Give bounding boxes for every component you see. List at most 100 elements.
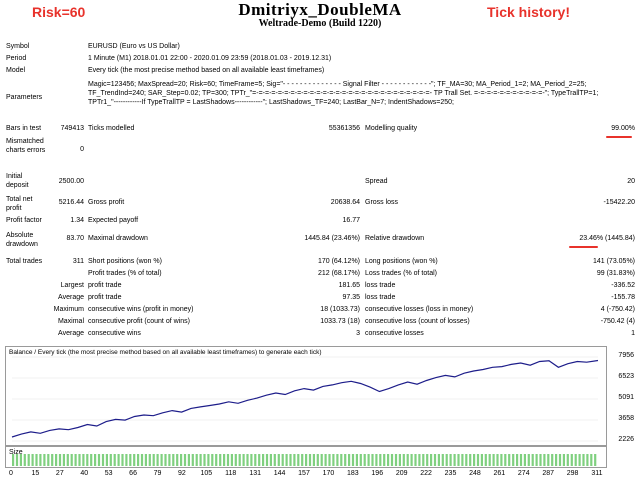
size-bar — [97, 454, 101, 466]
mismatch-value: 0 — [80, 146, 84, 153]
x-tick-label: 222 — [420, 470, 432, 477]
size-bar — [500, 454, 503, 466]
size-bar — [402, 454, 405, 466]
size-bar — [105, 454, 108, 466]
pf-label: Profit factor — [6, 217, 42, 224]
size-bar — [465, 454, 468, 466]
x-tick-label: 274 — [517, 470, 530, 477]
size-bar — [328, 454, 331, 466]
period-value: 1 Minute (M1) 2018.01.01 22:00 - 2020.01… — [88, 55, 332, 62]
gross-loss-value: -15422.20 — [603, 199, 635, 206]
size-bar — [238, 454, 241, 466]
reldd-underline — [569, 246, 598, 248]
long-value: 141 (73.05%) — [592, 258, 635, 265]
size-bar — [219, 454, 222, 466]
x-tick-label: 298 — [566, 470, 579, 477]
size-bar — [250, 454, 253, 466]
quality-label: Modelling quality — [365, 125, 418, 132]
deposit-label: Initial deposit — [6, 173, 29, 189]
largest-loss-label: loss trade — [365, 282, 396, 289]
size-bar — [410, 454, 413, 466]
size-bar — [183, 454, 187, 466]
size-bar — [355, 454, 358, 466]
symbol-value: EURUSD (Euro vs US Dollar) — [88, 43, 180, 50]
short-label: Short positions (won %) — [88, 258, 162, 265]
max-cl-value: 4 (-750.42) — [600, 306, 635, 313]
size-bar — [246, 454, 249, 466]
size-bar — [457, 454, 460, 466]
size-bar — [562, 454, 565, 466]
payoff-label: Expected payoff — [88, 217, 139, 224]
size-bar — [172, 454, 175, 466]
size-bar — [51, 454, 54, 466]
y-tick-label: 6523 — [618, 373, 634, 380]
size-bar — [516, 454, 519, 466]
risk-note: Risk=60 — [32, 4, 86, 20]
long-label: Long positions (won %) — [365, 258, 438, 265]
maxdd-value: 1445.84 (23.46%) — [304, 235, 360, 242]
size-bar — [86, 454, 89, 466]
size-bar — [578, 454, 581, 466]
size-bar — [523, 454, 526, 466]
gross-profit-value: 20638.64 — [330, 199, 360, 206]
max-cw-label: consecutive wins (profit in money) — [88, 306, 194, 313]
size-bar — [445, 454, 448, 466]
report-title: Dmitriyx_DoubleMA — [238, 0, 402, 19]
size-bar — [527, 454, 530, 466]
model-label: Model — [6, 67, 26, 74]
size-bar — [449, 454, 452, 466]
max-cw-value: 18 (1033.73) — [320, 306, 360, 313]
avg-cl-label: consecutive losses — [365, 330, 424, 337]
size-bar — [82, 454, 85, 466]
maxl-cl-label: consecutive loss (count of losses) — [365, 318, 470, 325]
size-bar — [109, 454, 112, 466]
size-bar — [281, 454, 284, 466]
size-bar — [344, 454, 347, 466]
size-bar — [15, 454, 19, 466]
absdd-value: 83.70 — [66, 235, 84, 242]
size-bar — [426, 454, 429, 466]
size-bar — [129, 454, 132, 466]
size-bar — [453, 454, 456, 466]
size-label: Size — [9, 449, 23, 456]
size-bar — [226, 454, 230, 466]
maxdd-label: Maximal drawdown — [88, 235, 148, 242]
size-bar — [223, 454, 226, 466]
size-bar — [308, 454, 312, 466]
size-bar — [152, 454, 155, 466]
size-bar — [312, 454, 315, 466]
balance-chart-panel: Balance / Every tick (the most precise m… — [5, 346, 607, 446]
size-bar — [551, 454, 554, 466]
pf-value: 1.34 — [70, 217, 84, 224]
maxl-cp-value: 1033.73 (18) — [320, 318, 360, 325]
size-bar — [547, 454, 550, 466]
size-bar — [94, 454, 97, 466]
size-bar — [137, 454, 140, 466]
x-tick-label: 311 — [591, 470, 603, 477]
size-bar — [305, 454, 308, 466]
size-bar — [594, 454, 597, 466]
size-bar — [371, 454, 374, 466]
size-bar — [359, 454, 362, 466]
size-bar — [582, 454, 585, 466]
parameters-value: Magic=123456; MaxSpread=20; Risk=60; Tim… — [88, 81, 599, 106]
y-tick-label: 5091 — [618, 394, 634, 401]
trades-value: 311 — [72, 258, 84, 265]
period-label: Period — [6, 55, 27, 62]
size-bar — [117, 454, 120, 466]
avg-cw-value: 3 — [356, 330, 360, 337]
size-bar — [176, 454, 179, 466]
average-loss-value: -155.78 — [611, 294, 635, 301]
payoff-value: 16.77 — [342, 217, 360, 224]
size-bar — [62, 454, 65, 466]
size-bar — [234, 454, 237, 466]
largest-profit-value: 181.65 — [338, 282, 360, 289]
size-bar — [101, 454, 105, 466]
size-bar — [324, 454, 327, 466]
size-bar — [242, 454, 245, 466]
max-cl-label: consecutive losses (loss in money) — [365, 306, 474, 313]
size-bar — [492, 454, 495, 466]
x-tick-label: 0 — [9, 470, 13, 477]
y-tick-label: 3658 — [618, 415, 634, 422]
largest-label: Largest — [60, 282, 84, 289]
